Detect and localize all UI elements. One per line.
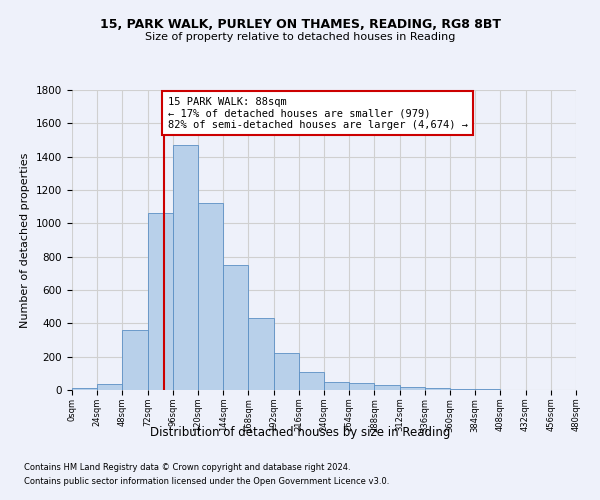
Bar bbox=[173, 145, 198, 390]
Bar bbox=[450, 389, 475, 390]
Bar bbox=[374, 385, 400, 390]
Bar bbox=[223, 265, 248, 390]
Bar bbox=[148, 214, 173, 390]
Bar bbox=[299, 372, 324, 390]
Text: Contains public sector information licensed under the Open Government Licence v3: Contains public sector information licen… bbox=[24, 477, 389, 486]
Bar bbox=[324, 382, 349, 390]
Text: Size of property relative to detached houses in Reading: Size of property relative to detached ho… bbox=[145, 32, 455, 42]
Text: Contains HM Land Registry data © Crown copyright and database right 2024.: Contains HM Land Registry data © Crown c… bbox=[24, 464, 350, 472]
Bar bbox=[349, 384, 374, 390]
Bar bbox=[400, 386, 425, 390]
Text: Distribution of detached houses by size in Reading: Distribution of detached houses by size … bbox=[150, 426, 450, 439]
Bar bbox=[72, 388, 97, 390]
Text: 15 PARK WALK: 88sqm
← 17% of detached houses are smaller (979)
82% of semi-detac: 15 PARK WALK: 88sqm ← 17% of detached ho… bbox=[167, 96, 467, 130]
Bar bbox=[97, 384, 122, 390]
Bar bbox=[198, 204, 223, 390]
Bar bbox=[274, 352, 299, 390]
Bar bbox=[475, 389, 500, 390]
Bar bbox=[425, 388, 450, 390]
Y-axis label: Number of detached properties: Number of detached properties bbox=[20, 152, 31, 328]
Bar bbox=[122, 330, 148, 390]
Text: 15, PARK WALK, PURLEY ON THAMES, READING, RG8 8BT: 15, PARK WALK, PURLEY ON THAMES, READING… bbox=[100, 18, 500, 30]
Bar bbox=[248, 318, 274, 390]
